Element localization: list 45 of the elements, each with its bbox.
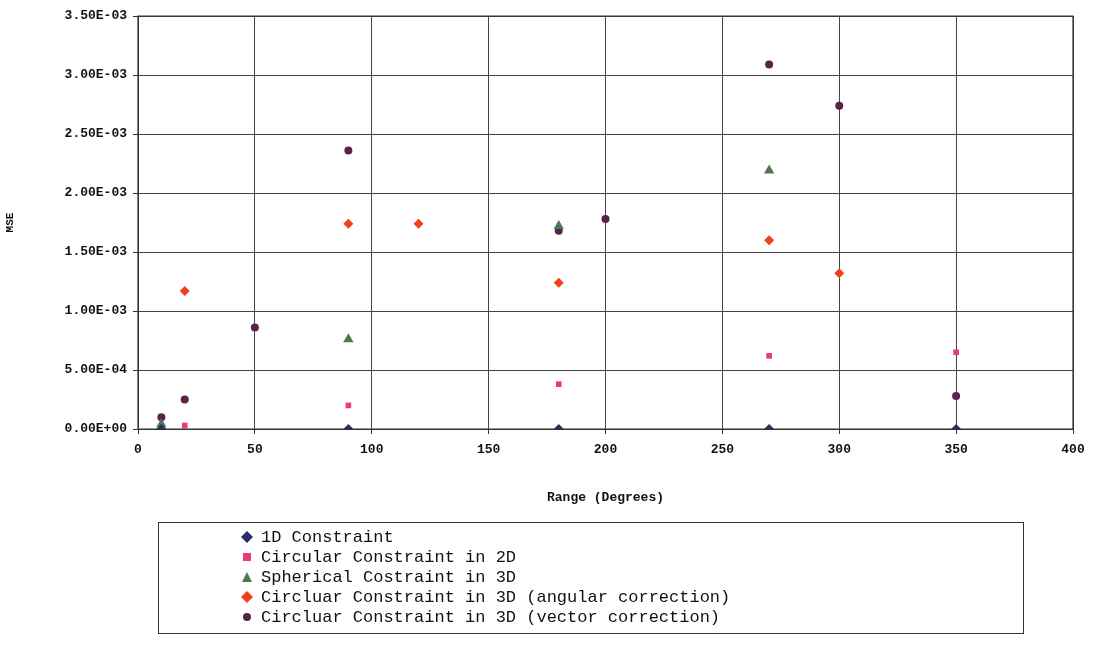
point <box>952 391 961 400</box>
x-tick-label: 400 <box>1061 442 1085 458</box>
y-tick-label: 2.00E-03 <box>64 185 128 201</box>
point <box>601 214 610 223</box>
point <box>765 60 774 69</box>
y-tick-label: 3.00E-03 <box>64 67 128 83</box>
y-axis-title: MSE <box>4 212 17 233</box>
point <box>179 285 190 296</box>
x-tick-label: 50 <box>247 442 263 458</box>
x-tick-label: 300 <box>827 442 852 458</box>
legend-label: Circluar Constraint in 3D (angular correction) <box>261 587 731 607</box>
point <box>157 413 166 422</box>
point <box>343 218 354 229</box>
point <box>763 164 775 174</box>
legend-label: 1D Constraint <box>261 527 394 547</box>
point <box>764 235 775 246</box>
y-tick-label: 1.50E-03 <box>64 244 128 260</box>
point <box>553 220 564 230</box>
point <box>834 268 845 279</box>
y-tick-label: 5.00E-04 <box>64 362 128 378</box>
x-tick-label: 250 <box>710 442 735 458</box>
point <box>413 218 424 229</box>
x-tick-label: 150 <box>476 442 501 458</box>
legend-label: Circluar Constraint in 3D (vector correction) <box>261 607 721 627</box>
x-tick-label: 350 <box>944 442 969 458</box>
x-axis-title: Range (Degrees) <box>546 490 665 506</box>
point <box>835 101 844 110</box>
x-tick-label: 100 <box>360 442 384 458</box>
point <box>250 323 259 332</box>
y-tick-label: 0.00E+00 <box>64 421 128 437</box>
y-tick-label: 3.50E-03 <box>64 8 128 24</box>
legend-label: Spherical Costraint in 3D <box>261 567 517 587</box>
y-tick-label: 2.50E-03 <box>64 126 128 142</box>
point <box>344 146 353 155</box>
x-tick-label: 0 <box>134 442 143 458</box>
y-tick-label: 1.00E-03 <box>64 303 128 319</box>
point <box>953 349 959 356</box>
legend-label: Circular Constraint in 2D <box>261 547 517 567</box>
point <box>181 422 188 429</box>
x-tick-label: 200 <box>593 442 618 458</box>
point <box>766 353 772 359</box>
point <box>180 395 189 404</box>
point <box>553 277 564 288</box>
point <box>343 333 354 343</box>
point <box>555 381 562 387</box>
